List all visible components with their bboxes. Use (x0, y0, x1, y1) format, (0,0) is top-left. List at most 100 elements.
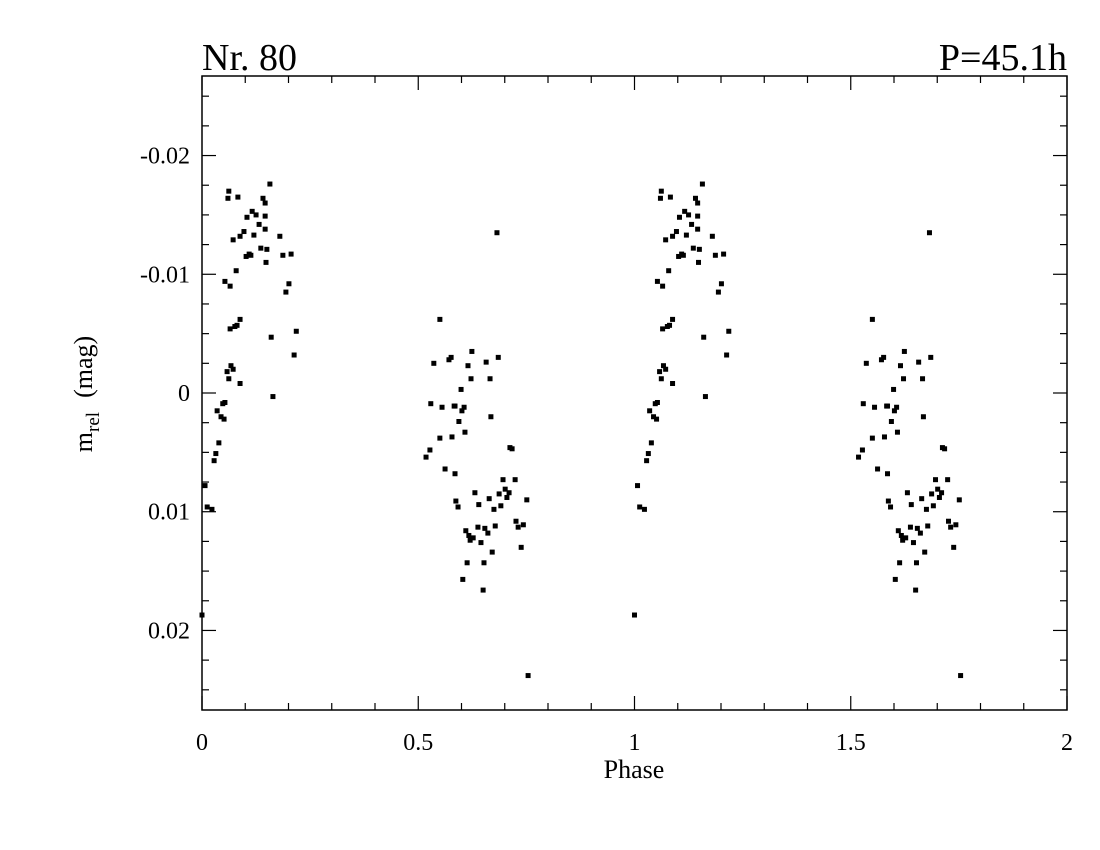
point (695, 213, 701, 219)
point (913, 560, 919, 566)
point (689, 221, 695, 227)
point (249, 208, 255, 214)
point (291, 352, 297, 358)
point (888, 418, 894, 424)
point (452, 471, 458, 477)
x-axis-label: Phase (604, 755, 665, 784)
point (654, 278, 660, 284)
point (525, 673, 531, 679)
point (658, 376, 664, 382)
point (881, 434, 887, 440)
point (489, 549, 495, 555)
point (676, 214, 682, 220)
point (202, 483, 208, 489)
point (666, 268, 672, 274)
point (481, 560, 487, 566)
point (500, 477, 506, 483)
point (211, 458, 217, 464)
point (437, 435, 443, 441)
point (635, 483, 641, 489)
point (458, 386, 464, 392)
point (459, 408, 465, 414)
point (951, 544, 957, 550)
point (667, 194, 673, 200)
point (670, 316, 676, 322)
y-tick-label: -0.02 (140, 144, 190, 170)
point (461, 404, 467, 410)
point (660, 363, 666, 369)
point (859, 447, 865, 453)
point (263, 259, 269, 265)
point (235, 194, 241, 200)
point (253, 212, 259, 218)
point (663, 237, 669, 243)
point (929, 491, 935, 497)
point (286, 281, 292, 287)
point (513, 518, 519, 524)
point (683, 232, 689, 238)
point (898, 532, 904, 538)
point (680, 252, 686, 258)
point (234, 322, 240, 328)
point (908, 502, 914, 508)
point (228, 363, 234, 369)
point (256, 221, 262, 227)
point (956, 497, 962, 503)
point (216, 440, 222, 446)
point (264, 246, 270, 252)
point (860, 401, 866, 407)
point (676, 253, 682, 259)
point (222, 399, 228, 405)
point (637, 504, 643, 510)
point (466, 532, 472, 538)
point (726, 328, 732, 334)
point (715, 289, 721, 295)
point (288, 251, 294, 257)
point (709, 233, 715, 239)
point (237, 381, 243, 387)
point (930, 503, 936, 509)
point (460, 576, 466, 582)
point (524, 497, 530, 503)
point (439, 404, 445, 410)
point (885, 498, 891, 504)
point (863, 360, 869, 366)
point (658, 188, 664, 194)
point (469, 348, 475, 354)
point (262, 213, 268, 219)
point (869, 435, 875, 441)
point (917, 530, 923, 536)
point (199, 612, 205, 618)
point (512, 477, 518, 483)
point (939, 490, 945, 496)
point (243, 253, 249, 259)
point (492, 523, 498, 529)
point (226, 376, 232, 382)
point (682, 208, 688, 214)
point (686, 212, 692, 218)
y-label-main: m (69, 432, 98, 452)
point (895, 528, 901, 534)
point (695, 200, 701, 206)
point (696, 259, 702, 265)
point (695, 226, 701, 232)
point (702, 394, 708, 400)
point (945, 477, 951, 483)
point (230, 366, 236, 372)
point (660, 326, 666, 332)
point (227, 283, 233, 289)
point (456, 418, 462, 424)
point (903, 535, 909, 541)
point (901, 376, 907, 382)
point (928, 354, 934, 360)
point (478, 540, 484, 546)
point (645, 451, 651, 457)
point (495, 354, 501, 360)
x-tick-label: 1 (629, 730, 641, 756)
point (462, 429, 468, 435)
chart-title: Nr. 80 (202, 37, 297, 79)
point (442, 466, 448, 472)
point (897, 363, 903, 369)
y-tick-label: 0.01 (148, 500, 190, 526)
